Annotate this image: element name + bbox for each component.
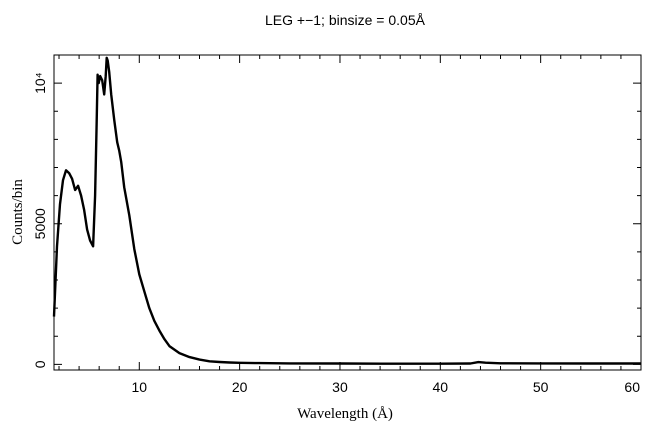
y-tick-label: 5000 xyxy=(32,208,48,239)
y-axis: 0 5000 10⁴ xyxy=(32,54,641,368)
chart-title: LEG +−1; binsize = 0.05Å xyxy=(265,12,426,28)
plot-frame xyxy=(53,54,642,371)
y-axis-label: Counts/bin xyxy=(10,179,26,245)
x-axis: 10 20 30 40 50 60 xyxy=(58,55,642,395)
x-tick-label: 50 xyxy=(533,379,549,395)
y-tick-label: 10⁴ xyxy=(32,72,48,94)
x-tick-label: 60 xyxy=(624,379,640,395)
y-tick-label: 0 xyxy=(32,360,48,368)
series-line xyxy=(52,56,641,365)
x-axis-label: Wavelength (Å) xyxy=(297,406,393,422)
x-tick-label: 40 xyxy=(433,379,449,395)
x-tick-label: 10 xyxy=(132,379,148,395)
series-layer xyxy=(52,56,641,365)
x-tick-label: 30 xyxy=(332,379,348,395)
x-tick-label: 20 xyxy=(232,379,248,395)
